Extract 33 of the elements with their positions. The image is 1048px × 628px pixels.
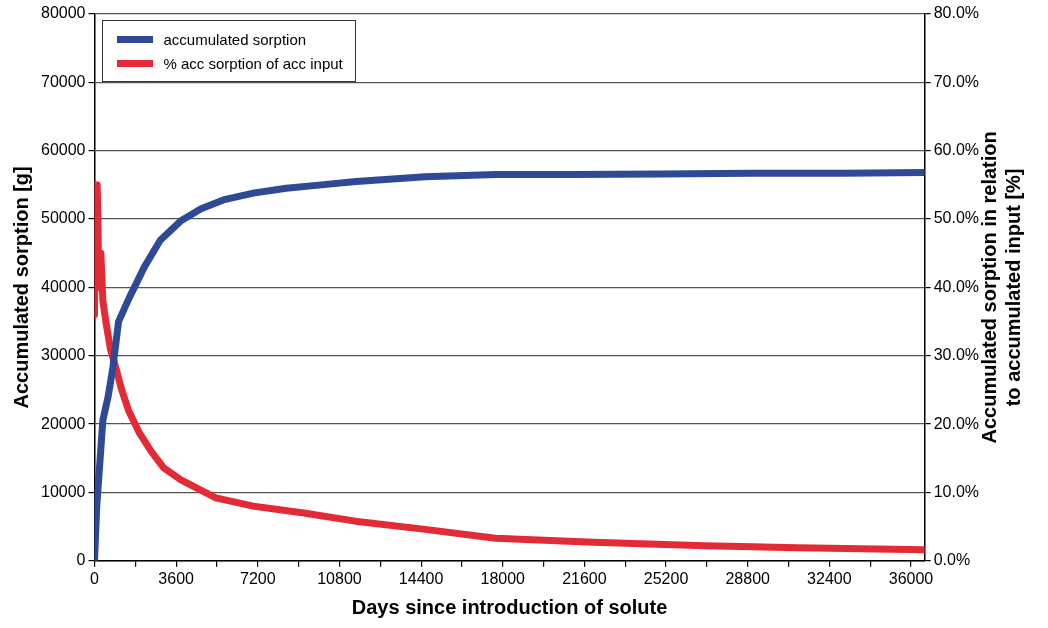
y-tick-label: 80000 [40,4,86,22]
x-tick-label: 18000 [480,569,526,587]
y-tick-label: 40000 [40,277,86,295]
y-axis-title: Accumulated sorption [g] [9,166,32,409]
y2-tick-label: 10.0% [933,482,980,500]
y-tick-label: 10000 [40,482,86,500]
x-tick-label: 10800 [317,569,362,587]
y2-tick-label: 50.0% [933,209,980,227]
y2-tick-label: 70.0% [933,72,980,90]
x-tick-label: 3600 [158,569,195,587]
x-tick-label: 7200 [240,569,276,587]
x-tick-label: 14400 [398,569,444,587]
x-tick-label: 28800 [725,569,771,587]
y-tick-label: 20000 [40,414,86,432]
x-tick-label: 32400 [807,569,852,587]
y2-tick-label: 80.0% [933,4,980,22]
y-tick-label: 50000 [40,209,86,227]
x-tick-label: 0 [90,569,100,587]
x-tick-label: 36000 [888,569,934,587]
y2-tick-label: 40.0% [933,277,980,295]
x-axis-title: Days since introduction of solute [351,595,668,618]
y2-tick-label: 60.0% [933,141,980,159]
y-tick-label: 0 [76,551,86,569]
y2-tick-label: 0.0% [933,551,971,569]
y-tick-label: 70000 [40,72,86,90]
x-tick-label: 25200 [643,569,689,587]
legend-label: accumulated sorption [163,30,307,48]
y2-tick-label: 30.0% [933,346,980,364]
x-tick-label: 21600 [562,569,607,587]
legend-label: % acc sorption of acc input [163,54,343,72]
y2-tick-label: 20.0% [933,414,980,432]
y-tick-label: 60000 [40,141,86,159]
y-tick-label: 30000 [40,346,86,364]
